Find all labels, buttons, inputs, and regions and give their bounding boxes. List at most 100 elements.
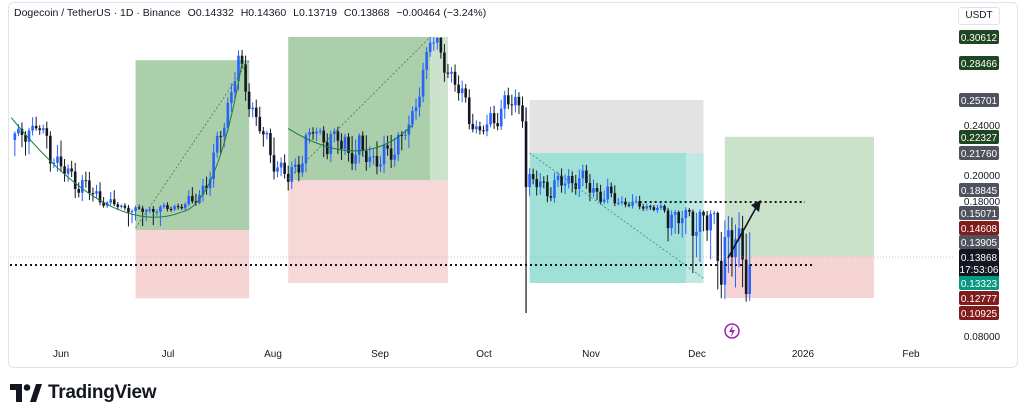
candle-body [485,124,489,132]
candle-body [56,156,59,163]
candle-body [244,64,247,92]
candle-body [563,183,567,186]
candle-body [166,205,169,209]
candle-body [208,179,212,189]
price-badge-value: 0.21760 [961,149,998,160]
candle-body [396,134,400,155]
candle-body [127,207,130,213]
candle-body [91,193,95,195]
price-badge-value: 0.10925 [961,309,998,320]
candle-body [450,71,453,74]
price-badge [959,206,999,220]
candle-body [180,206,183,209]
candle-body [304,135,308,164]
candle-body [641,206,645,209]
candle-body [407,124,411,135]
candle-body [432,42,436,44]
candle-body [84,180,88,182]
short-zone-target [529,100,704,153]
candle-body [606,186,609,200]
candle-body [63,166,66,174]
price-badge [959,183,999,197]
candle-body [624,201,627,205]
candle-body [286,173,290,182]
candle-body [123,205,127,208]
candle-body [609,186,613,194]
candle-body [34,125,38,129]
candle-body [489,113,492,125]
candle-body [709,213,712,231]
ma-curve-2 [287,124,413,152]
ohlc-close: C0.13868 [343,7,390,19]
candle-body [460,88,464,94]
currency-button[interactable]: USDT [958,7,1000,25]
candle-body [617,202,620,204]
candle-body [315,131,318,134]
candle-body [659,205,663,208]
candle-body [240,55,244,65]
tradingview-logo-icon [10,384,42,402]
candle-body [567,175,570,184]
candle-body [411,110,414,125]
candle-body [134,207,137,212]
candle-body [98,191,102,203]
candle-body [496,123,499,127]
candle-body [638,201,641,207]
lightning-icon-bolt [729,325,735,337]
candle-body [201,185,205,195]
short-zone-edge [685,153,704,283]
candle-body [81,180,84,193]
candle-body [507,95,510,105]
tradingview-brand[interactable]: TradingView [10,381,157,405]
candle-body [155,211,159,213]
y-tick-label: 0.20000 [964,171,1001,182]
price-badge-value: 0.18845 [961,186,998,197]
candle-body [13,133,17,140]
candle-body [556,175,560,181]
candle-body [744,259,748,295]
candle-body [290,167,294,182]
current-price-value: 0.13868 [961,253,998,264]
y-tick-label: 0.24000 [964,121,1001,132]
candle-body [325,142,329,155]
candle-body [723,236,727,285]
candle-body [322,130,325,143]
price-badge-value: 0.28466 [961,59,998,70]
brand-name: TradingView [48,382,157,403]
candle-body [237,55,240,82]
candle-body [705,215,709,231]
candle-body [294,164,297,168]
candle-body [570,175,574,184]
candle-body [510,104,514,106]
candle-body [499,108,503,127]
candle-body [77,189,81,193]
x-tick-label: Dec [688,349,706,360]
long-zone-1-stop [135,230,250,299]
candle-body [297,164,301,173]
candle-body [691,211,695,236]
price-badge [959,130,999,144]
candle-body [361,135,365,151]
candle-body [247,91,251,110]
price-badge-value: 0.14608 [961,224,998,235]
lightning-icon [724,323,740,339]
candle-body [215,135,219,153]
candle-body [464,88,467,98]
candle-body [734,239,737,258]
candle-body [730,230,734,258]
candle-body [666,210,670,229]
candle-body [560,175,563,186]
candle-body [357,135,361,155]
candle-body [340,140,343,149]
symbol-title[interactable]: Dogecoin / TetherUS · 1D · Binance [14,7,181,19]
candle-body [538,181,542,188]
candle-body [620,201,624,203]
candle-body [20,128,24,135]
countdown-timer: 17:53:06 [960,265,999,276]
candle-body [141,208,144,212]
candle-body [404,134,407,136]
candle-body [283,162,286,174]
candle-body [514,96,517,106]
candle-body [720,260,723,285]
